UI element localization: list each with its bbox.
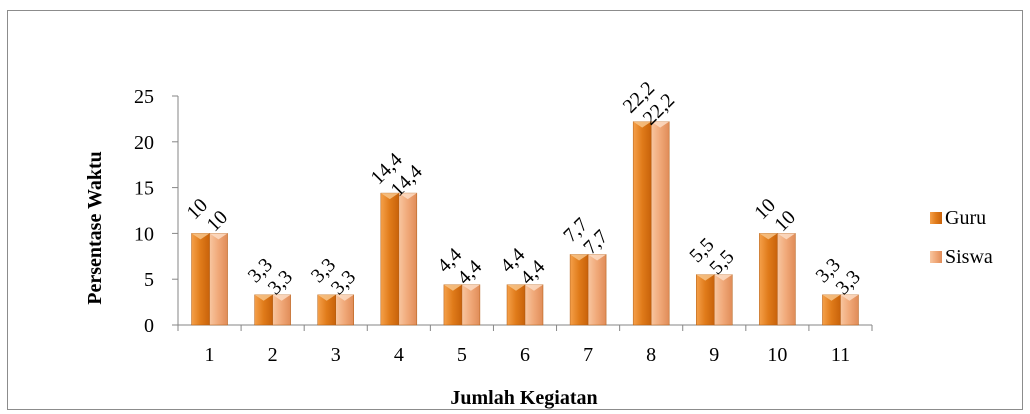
x-tick-label: 2 xyxy=(268,344,278,366)
bar-guru xyxy=(380,192,400,326)
bars-group xyxy=(191,121,859,326)
bar-cap-guru xyxy=(570,254,589,261)
x-tick-label: 10 xyxy=(767,344,787,366)
y-tick-label: 15 xyxy=(134,178,154,200)
y-tick-label: 5 xyxy=(144,269,154,291)
bar-cap-siswa xyxy=(461,284,480,291)
chart-frame xyxy=(7,10,1023,410)
y-axis-title: Persentase Waktu xyxy=(84,151,106,305)
axes: 0 5 10 15 20 25 1 2 3 4 5 6 7 8 9 10 11 xyxy=(134,86,873,366)
y-tick-label: 10 xyxy=(134,223,154,245)
legend-swatch-guru xyxy=(930,212,942,224)
bar-cap-siswa xyxy=(714,274,733,281)
bar-cap-guru xyxy=(443,284,462,291)
bar-cap-siswa xyxy=(651,121,670,128)
bar-cap-guru xyxy=(507,284,525,291)
bar-guru xyxy=(759,233,778,326)
bar-cap-siswa xyxy=(777,233,796,240)
x-tick-label: 1 xyxy=(205,344,215,366)
bar-cap-siswa xyxy=(272,294,291,301)
x-tick-label: 7 xyxy=(583,344,593,366)
bar-siswa xyxy=(398,192,418,326)
bar-cap-siswa xyxy=(398,193,417,200)
legend-swatch-siswa xyxy=(930,251,942,263)
bar-guru xyxy=(191,233,210,326)
bar-guru xyxy=(569,254,589,326)
y-tick-label: 20 xyxy=(134,132,154,154)
x-tick-label: 11 xyxy=(831,344,850,366)
x-tick-label: 9 xyxy=(709,344,719,366)
bar-cap-guru xyxy=(254,294,273,301)
x-tick-label: 3 xyxy=(331,344,341,366)
bar-siswa xyxy=(714,274,733,326)
bar-cap-siswa xyxy=(525,284,543,291)
bar-cap-guru xyxy=(317,294,336,301)
bar-cap-guru xyxy=(696,274,715,281)
x-tick-label: 8 xyxy=(646,344,656,366)
bar-siswa xyxy=(777,233,796,326)
bar-cap-siswa xyxy=(840,294,859,301)
bar-cap-guru xyxy=(380,193,399,200)
bar-cap-guru xyxy=(759,233,778,240)
bar-siswa xyxy=(524,284,544,326)
legend-label-siswa: Siswa xyxy=(945,246,993,268)
x-tick-label: 5 xyxy=(457,344,467,366)
bar-cap-siswa xyxy=(209,233,228,240)
y-tick-label: 0 xyxy=(144,315,154,337)
bar-guru xyxy=(506,284,526,326)
legend-label-guru: Guru xyxy=(945,207,986,229)
bar-cap-guru xyxy=(633,121,652,128)
bar-cap-guru xyxy=(191,233,210,240)
bar-guru xyxy=(632,121,652,326)
x-tick-label: 6 xyxy=(520,344,530,366)
bar-siswa xyxy=(209,233,228,326)
bar-cap-siswa xyxy=(335,294,354,301)
bar-guru xyxy=(696,274,715,326)
bar-guru xyxy=(443,284,463,326)
bar-siswa xyxy=(650,121,670,326)
bar-cap-guru xyxy=(822,294,841,301)
x-axis-title: Jumlah Kegiatan xyxy=(450,387,597,409)
x-tick-label: 4 xyxy=(394,344,404,366)
bar-cap-siswa xyxy=(588,254,607,261)
y-tick-label: 25 xyxy=(134,86,154,108)
legend: Guru Siswa xyxy=(930,207,993,268)
bar-siswa xyxy=(461,284,481,326)
bar-siswa xyxy=(587,254,607,326)
